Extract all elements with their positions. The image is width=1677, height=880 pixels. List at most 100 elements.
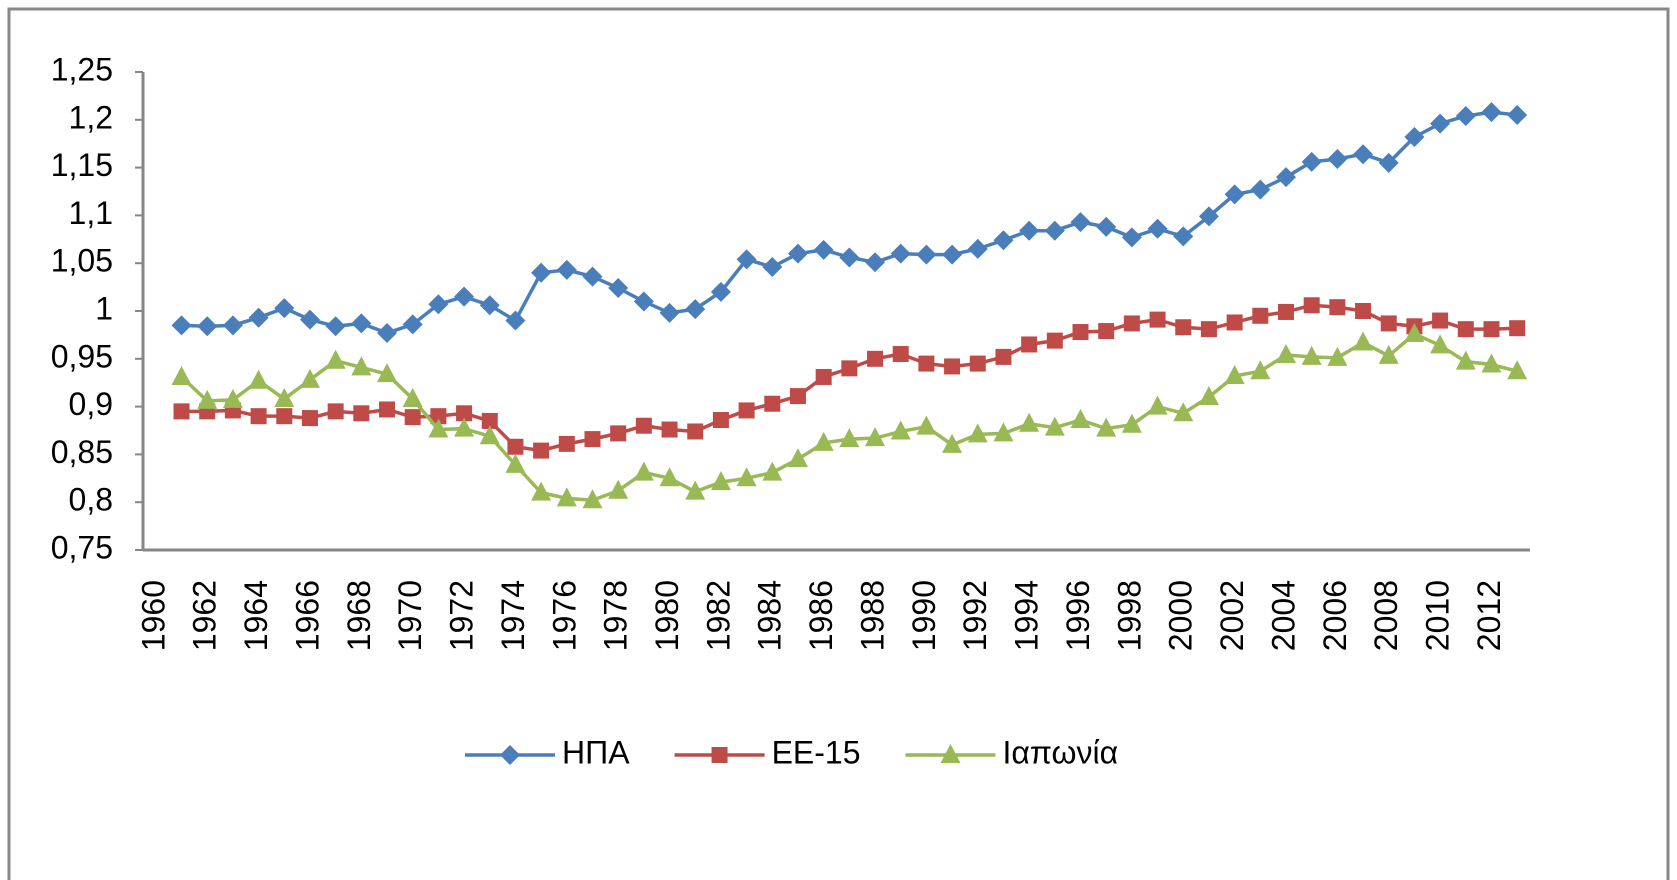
marker — [248, 307, 269, 328]
x-tick-label: 2012 — [1471, 580, 1507, 651]
y-tick-label: 1,05 — [51, 243, 113, 279]
marker — [1252, 307, 1269, 324]
marker — [1378, 344, 1399, 364]
legend-label: Ιαπωνία — [1003, 734, 1119, 770]
marker — [940, 744, 961, 763]
marker — [1198, 386, 1219, 406]
marker — [1198, 206, 1219, 227]
marker — [1149, 311, 1166, 328]
marker — [1380, 315, 1397, 332]
marker — [1275, 167, 1296, 188]
marker — [841, 360, 858, 377]
marker — [942, 244, 963, 265]
x-tick-label: 2008 — [1368, 580, 1404, 651]
x-tick-label: 1968 — [341, 580, 377, 651]
marker — [1096, 417, 1117, 437]
marker — [456, 405, 473, 422]
marker — [815, 368, 832, 385]
y-tick-label: 1 — [95, 290, 113, 326]
marker — [1173, 402, 1194, 422]
marker — [1121, 227, 1142, 248]
marker — [633, 461, 654, 481]
marker — [274, 298, 295, 319]
marker — [1457, 321, 1474, 338]
marker — [635, 417, 652, 434]
marker — [865, 252, 886, 273]
marker — [454, 417, 475, 437]
marker — [353, 405, 370, 422]
marker — [1200, 321, 1217, 338]
marker — [558, 435, 575, 452]
marker — [533, 442, 550, 459]
marker — [813, 239, 834, 260]
marker — [944, 358, 961, 375]
marker — [377, 322, 398, 343]
x-tick-label: 2004 — [1265, 580, 1301, 651]
marker — [787, 448, 808, 468]
marker — [839, 247, 860, 268]
marker — [531, 481, 552, 501]
marker — [222, 315, 243, 336]
x-tick-label: 1984 — [752, 580, 788, 651]
x-tick-label: 1964 — [238, 580, 274, 651]
marker — [608, 278, 629, 299]
marker — [197, 316, 218, 337]
marker — [787, 243, 808, 264]
marker — [890, 243, 911, 264]
x-tick-label: 1966 — [289, 580, 325, 651]
marker — [507, 438, 524, 455]
marker — [171, 365, 192, 385]
marker — [1507, 105, 1528, 126]
marker — [839, 428, 860, 448]
marker — [1355, 303, 1372, 319]
y-tick-label: 0,85 — [51, 434, 113, 470]
marker — [687, 423, 704, 440]
marker — [1070, 212, 1091, 233]
marker — [1123, 315, 1140, 332]
marker — [1327, 148, 1348, 169]
marker — [531, 262, 552, 283]
marker — [1481, 353, 1502, 373]
marker — [404, 409, 421, 426]
marker — [969, 355, 986, 372]
marker — [299, 309, 320, 330]
marker — [711, 747, 728, 763]
marker — [1072, 324, 1089, 341]
marker — [1224, 184, 1245, 205]
marker — [890, 420, 911, 440]
marker — [608, 479, 629, 499]
marker — [428, 418, 449, 438]
marker — [505, 453, 526, 473]
marker — [1455, 105, 1476, 126]
marker — [1147, 395, 1168, 415]
marker — [1173, 226, 1194, 247]
marker — [967, 423, 988, 443]
marker — [428, 294, 449, 315]
marker — [505, 310, 526, 331]
marker — [351, 313, 372, 334]
marker — [402, 314, 423, 335]
marker — [659, 467, 680, 487]
marker — [1275, 343, 1296, 363]
y-tick-label: 1,2 — [69, 99, 113, 135]
marker — [1044, 416, 1065, 436]
marker — [1404, 127, 1425, 148]
marker — [327, 403, 344, 420]
marker — [661, 421, 678, 438]
marker — [993, 230, 1014, 251]
marker — [1327, 346, 1348, 366]
x-tick-label: 1962 — [187, 580, 223, 651]
marker — [1019, 220, 1040, 241]
legend-label: ΕΕ-15 — [772, 734, 861, 770]
marker — [738, 402, 755, 419]
x-tick-label: 1988 — [854, 580, 890, 651]
marker — [736, 249, 757, 270]
marker — [1507, 360, 1528, 380]
y-tick-label: 1,1 — [69, 195, 113, 231]
marker — [1046, 332, 1063, 349]
x-tick-label: 1990 — [906, 580, 942, 651]
legend-label: ΗΠΑ — [562, 734, 630, 770]
marker — [325, 349, 346, 369]
marker — [1250, 179, 1271, 200]
marker — [1044, 220, 1065, 241]
